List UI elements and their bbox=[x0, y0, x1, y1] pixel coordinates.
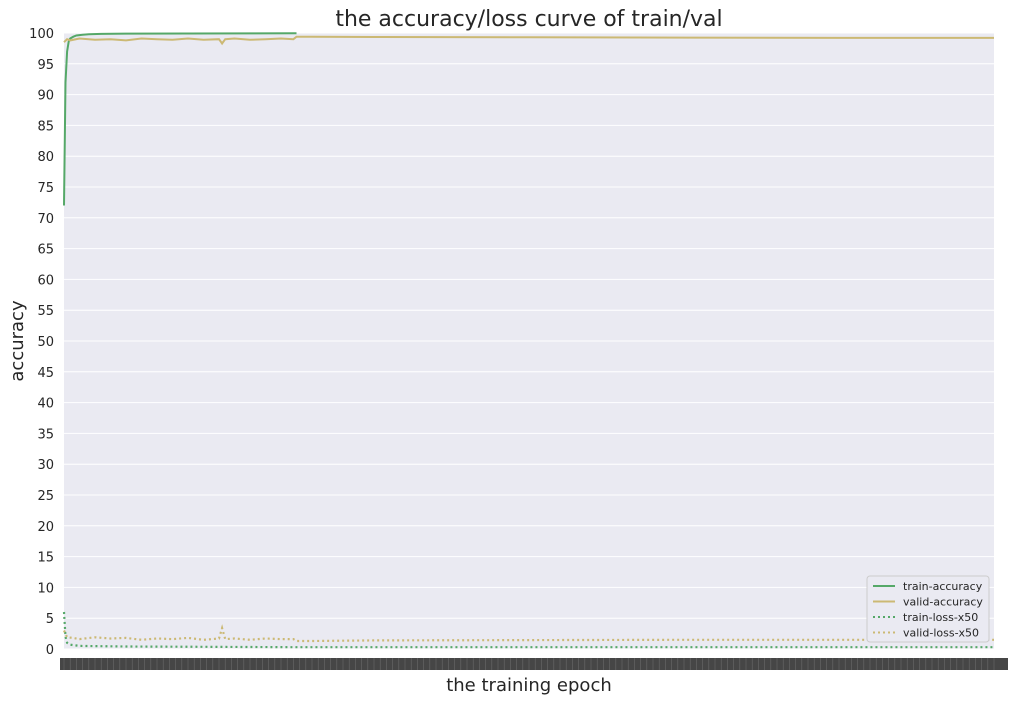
x-axis-title: the training epoch bbox=[446, 675, 612, 696]
y-tick-label: 55 bbox=[37, 304, 54, 319]
y-tick-label: 40 bbox=[37, 397, 54, 412]
legend-box bbox=[866, 575, 990, 643]
y-tick-label: 30 bbox=[37, 458, 54, 473]
series-lines bbox=[62, 32, 994, 649]
y-tick-label: 100 bbox=[29, 27, 54, 42]
legend: train-accuracy valid-accuracy train-loss-x… bbox=[866, 575, 990, 643]
y-tick-label: 80 bbox=[37, 150, 54, 165]
y-tick-label: 25 bbox=[37, 489, 54, 504]
y-tick-label: 85 bbox=[37, 119, 54, 134]
y-tick-label: 5 bbox=[46, 612, 54, 627]
y-tick-label: 35 bbox=[37, 427, 54, 442]
y-tick-label: 60 bbox=[37, 273, 54, 288]
y-tick-label: 95 bbox=[37, 58, 54, 73]
y-axis-title: accuracy bbox=[7, 300, 28, 382]
legend-label: valid-accuracy bbox=[903, 596, 983, 609]
y-tick-label: 50 bbox=[37, 335, 54, 350]
series-line-train-accuracy bbox=[63, 32, 297, 206]
legend-label: valid-loss-x50 bbox=[903, 627, 979, 640]
y-tick-label: 10 bbox=[37, 581, 54, 596]
x-tick-labels bbox=[60, 658, 1008, 670]
legend-label: train-loss-x50 bbox=[903, 611, 978, 624]
series-line-valid-loss-x50 bbox=[62, 624, 994, 643]
y-tick-label: 0 bbox=[46, 643, 54, 658]
y-tick-label: 45 bbox=[37, 366, 54, 381]
y-tick-label: 20 bbox=[37, 520, 54, 535]
y-tick-labels: 0 5 10 15 20 25 30 35 40 45 50 55 60 65 70 75 80 85 90 95 10… bbox=[29, 27, 54, 658]
series-line-valid-accuracy bbox=[63, 35, 994, 46]
series-line-train-loss-x50 bbox=[62, 611, 994, 649]
y-tick-label: 90 bbox=[37, 89, 54, 104]
y-tick-label: 70 bbox=[37, 212, 54, 227]
y-tick-label: 65 bbox=[37, 243, 54, 258]
grid-lines bbox=[64, 32, 994, 650]
chart-title: the accuracy/loss curve of train/val bbox=[335, 7, 722, 32]
legend-label: train-accuracy bbox=[903, 580, 983, 593]
y-tick-label: 75 bbox=[37, 181, 54, 196]
y-tick-label: 15 bbox=[37, 551, 54, 566]
x-tick-labels-band bbox=[60, 658, 1008, 670]
